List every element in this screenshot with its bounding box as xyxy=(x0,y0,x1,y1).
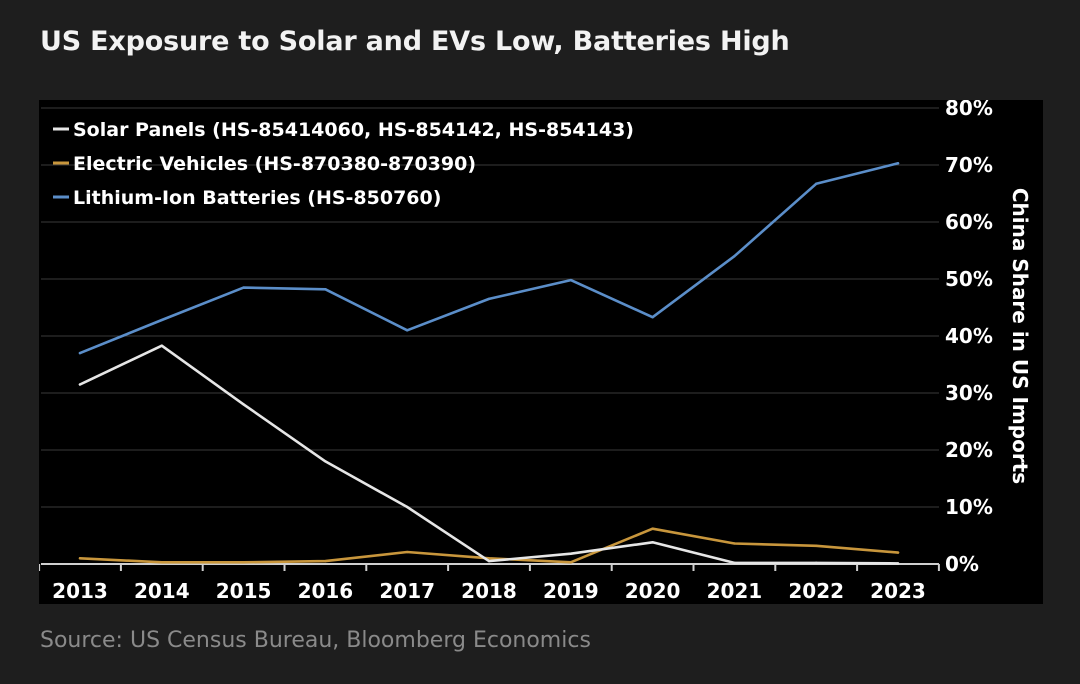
data-point xyxy=(78,351,82,355)
data-point xyxy=(78,557,82,560)
data-point xyxy=(324,288,327,291)
line-chart: 0% 10% 20% 30% 40% 50% 60% 70% 80% 2013 2014 2015 20… xyxy=(39,100,1032,603)
data-point xyxy=(896,562,900,565)
data-point xyxy=(733,542,736,545)
data-point xyxy=(406,505,409,509)
data-point xyxy=(569,552,572,555)
data-point xyxy=(651,315,654,319)
data-point xyxy=(406,550,409,554)
data-point xyxy=(815,182,818,186)
data-point xyxy=(651,527,654,530)
data-point xyxy=(242,403,245,406)
y-tick-label: 60% xyxy=(945,210,993,234)
series-lines xyxy=(78,161,900,565)
gridlines xyxy=(41,107,939,508)
y-axis-label: China Share in US Imports xyxy=(1008,188,1032,484)
y-tick-label: 80% xyxy=(945,100,993,120)
data-point xyxy=(324,460,327,463)
y-tick-label: 30% xyxy=(945,381,993,405)
data-point xyxy=(242,286,245,289)
x-tick-label: 2020 xyxy=(625,579,681,603)
data-point xyxy=(487,557,491,560)
x-tick-label: 2014 xyxy=(134,579,190,603)
source-note: Source: US Census Bureau, Bloomberg Econ… xyxy=(40,628,591,653)
x-tick-label: 2016 xyxy=(298,579,354,603)
data-point xyxy=(242,561,245,564)
y-tick-label: 50% xyxy=(945,267,993,291)
data-point xyxy=(569,561,572,564)
data-point xyxy=(815,544,818,547)
y-tick-label: 20% xyxy=(945,438,993,462)
data-point xyxy=(406,329,409,332)
series-line xyxy=(78,344,900,565)
data-point xyxy=(324,559,327,563)
data-point xyxy=(651,541,654,544)
data-point xyxy=(78,383,82,386)
y-tick-label: 40% xyxy=(945,324,993,348)
data-point xyxy=(896,162,900,165)
x-tick-label: 2019 xyxy=(543,579,599,603)
x-tick-label: 2022 xyxy=(788,579,844,603)
y-tick-label: 0% xyxy=(945,552,979,576)
x-tick-label: 2021 xyxy=(707,579,763,603)
y-tick-label: 70% xyxy=(945,153,993,177)
data-point xyxy=(733,255,736,258)
x-tick-label: 2017 xyxy=(379,579,435,603)
data-point xyxy=(160,318,163,322)
data-point xyxy=(160,561,163,564)
data-point xyxy=(487,559,491,563)
legend-entry: Solar Panels (HS-85414060, HS-854142, HS… xyxy=(73,119,634,141)
data-point xyxy=(815,561,818,565)
chart-title: US Exposure to Solar and EVs Low, Batter… xyxy=(40,26,790,57)
legend: Solar Panels (HS-85414060, HS-854142, HS… xyxy=(53,119,634,209)
legend-entry: Lithium-Ion Batteries (HS-850760) xyxy=(73,187,441,209)
data-point xyxy=(733,561,736,565)
x-tick-label: 2015 xyxy=(216,579,272,603)
data-point xyxy=(896,551,900,554)
legend-entry: Electric Vehicles (HS-870380-870390) xyxy=(73,153,476,175)
axes: 0% 10% 20% 30% 40% 50% 60% 70% 80% 2013 2014 2015 20… xyxy=(39,100,993,603)
x-tick-label: 2023 xyxy=(870,579,926,603)
data-point xyxy=(487,297,491,301)
data-point xyxy=(160,344,163,347)
x-tick-label: 2013 xyxy=(52,579,108,603)
y-tick-label: 10% xyxy=(945,495,993,519)
data-point xyxy=(569,278,572,282)
chart-panel: 0% 10% 20% 30% 40% 50% 60% 70% 80% 2013 2014 2015 20… xyxy=(39,100,1043,604)
x-tick-label: 2018 xyxy=(461,579,517,603)
